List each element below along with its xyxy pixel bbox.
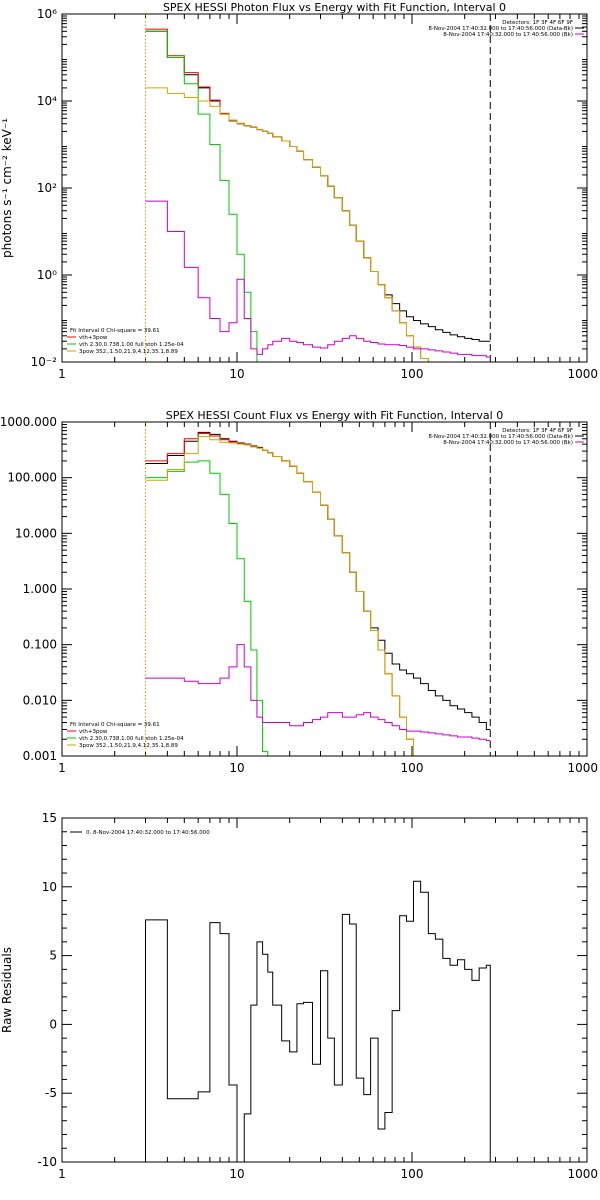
resid-chart: Raw Residuals 1 10 100 1000 -10 -5 0 5 10 15 0. 8-N…: [0, 811, 598, 1181]
y-tick-label: 0: [49, 1017, 57, 1031]
y-tick-label: 0.100: [23, 638, 57, 652]
x-tick-label: 100: [401, 367, 424, 381]
y-tick-label: 10⁻²: [31, 355, 58, 369]
top-legend-entry: 8-Nov-2004 17:40:32.000 to 17:40:56.000 …: [443, 32, 573, 38]
series-3pow: [145, 87, 429, 362]
series-vth: [145, 460, 269, 756]
x-tick-label: 10: [229, 1167, 244, 1181]
y-tick-label: -5: [45, 1086, 57, 1100]
x-tick-label: 10: [229, 761, 244, 775]
x-tick-label: 1000: [567, 761, 598, 775]
y-tick-label: 10⁶: [37, 7, 57, 21]
bottom-legend-entry: Fit Interval 0 Chi-square = 39.61: [70, 328, 160, 334]
x-tick-label: 100: [401, 761, 424, 775]
y-tick-label: 0.001: [23, 749, 57, 763]
series-bk: [145, 200, 491, 358]
x-tick-label: 1: [58, 761, 66, 775]
y-tick-label: 10: [42, 880, 57, 894]
bottom-legend-entry: 3pow 352.,1.50,21.9,4.12,35.1,8.89: [79, 743, 178, 749]
y-tick-label: 10.000: [15, 526, 57, 540]
y-tick-label: 10⁴: [37, 94, 57, 108]
series-bk: [145, 644, 491, 741]
y-tick-label: 15: [42, 811, 57, 825]
x-tick-label: 1: [58, 1167, 66, 1181]
plot-frame: [61, 421, 588, 757]
bottom-legend-entry: vth 2.30,0.738,1.00 full stoh 1.25e-04: [79, 736, 184, 742]
y-tick-label: 100.000: [7, 471, 57, 485]
bottom-legend-entry: vth+3pow: [79, 335, 108, 341]
photon-chart: SPEX HESSI Photon Flux vs Energy with Fi…: [0, 1, 598, 381]
y-tick-label: 5: [49, 949, 57, 963]
y-tick-label: 1000.000: [0, 415, 57, 429]
series-0-8-nov-2004-17-40-32-000-to-17-40-56-000: [144, 880, 491, 1162]
top-legend-entry: Detectors: 1F 3F 4F 6F 9F: [502, 428, 573, 434]
top-legend-entry: Detectors: 1F 3F 4F 6F 9F: [502, 20, 573, 26]
bottom-legend-entry: vth 2.30,0.738,1.00 full stoh 1.25e-04: [79, 342, 184, 348]
x-tick-label: 1: [58, 367, 66, 381]
count-chart: SPEX HESSI Count Flux vs Energy with Fit…: [0, 409, 598, 775]
resid-ylabel: Raw Residuals: [0, 947, 14, 1033]
series-vth-3pow: [145, 28, 429, 362]
x-tick-label: 10: [229, 367, 244, 381]
x-tick-label: 100: [401, 1167, 424, 1181]
bottom-legend-entry: Fit Interval 0 Chi-square = 39.61: [70, 722, 160, 728]
photon-title: SPEX HESSI Photon Flux vs Energy with Fi…: [163, 1, 506, 14]
x-tick-label: 1000: [567, 1167, 598, 1181]
y-tick-label: 0.010: [23, 693, 57, 707]
y-tick-label: 1.000: [23, 582, 57, 596]
y-tick-label: 10⁰: [37, 268, 57, 282]
y-tick-label: 10²: [37, 181, 57, 195]
residual-legend: 0. 8-Nov-2004 17:40:32.000 to 17:40:56.0…: [86, 830, 210, 836]
bottom-legend-entry: 3pow 352.,1.50,21.9,4.12,35.1,8.89: [79, 349, 178, 355]
top-legend-entry: 8-Nov-2004 17:40:32.000 to 17:40:56.000 …: [428, 434, 573, 440]
y-tick-label: -10: [37, 1155, 57, 1169]
series-vth: [145, 30, 264, 362]
series-data-bk: [145, 30, 491, 342]
x-tick-label: 1000: [567, 367, 598, 381]
plot-frame: [61, 817, 588, 1163]
series-vth-3pow: [145, 433, 415, 756]
count-title: SPEX HESSI Count Flux vs Energy with Fit…: [166, 409, 503, 422]
plot-frame: [61, 13, 588, 363]
series-data-bk: [145, 431, 491, 730]
photon-ylabel: photons s⁻¹ cm⁻² keV⁻¹: [0, 118, 14, 258]
top-legend-entry: 8-Nov-2004 17:40:32.000 to 17:40:56.000 …: [428, 26, 573, 32]
bottom-legend-entry: vth+3pow: [79, 729, 108, 735]
top-legend-entry: 8-Nov-2004 17:40:32.000 to 17:40:56.000 …: [443, 440, 573, 446]
series-3pow: [145, 435, 415, 756]
